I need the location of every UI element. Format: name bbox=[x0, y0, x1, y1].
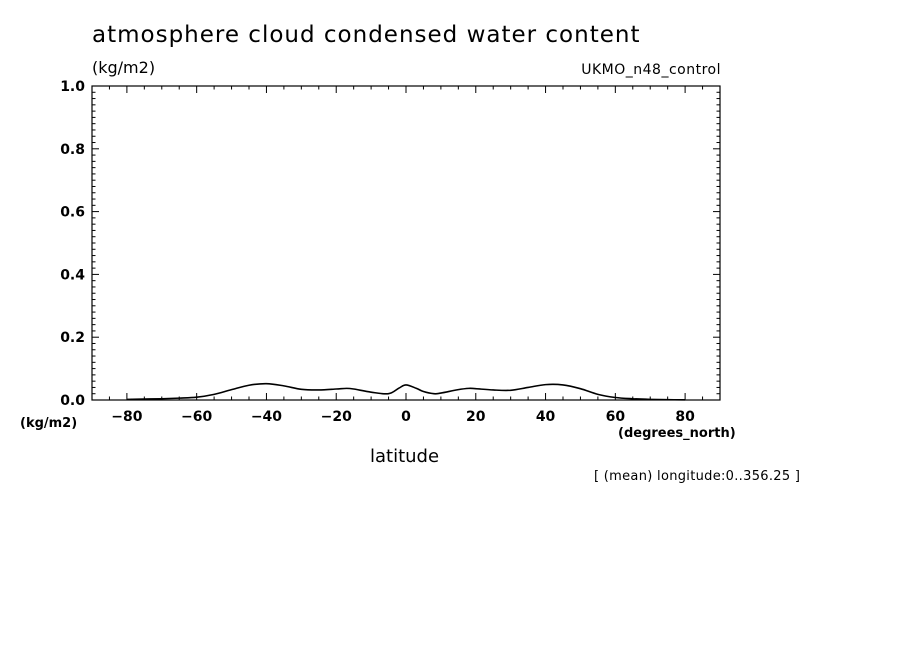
tick-marks bbox=[91, 85, 721, 401]
y-tick-label: 0.2 bbox=[60, 330, 85, 346]
y-axis-unit-bottom-label: (kg/m2) bbox=[20, 416, 78, 431]
y-tick-label: 1.0 bbox=[60, 79, 85, 95]
y-tick-label: 0.0 bbox=[60, 393, 85, 409]
x-tick-label: 0 bbox=[401, 409, 411, 425]
x-tick-label: −60 bbox=[181, 409, 212, 425]
plot-frame bbox=[91, 85, 721, 401]
x-tick-label: 80 bbox=[675, 409, 695, 425]
y-axis-unit-label: (kg/m2) bbox=[92, 58, 156, 77]
model-label: UKMO_n48_control bbox=[581, 62, 721, 78]
x-axis-label: latitude bbox=[370, 446, 440, 467]
x-tick-label: −40 bbox=[251, 409, 282, 425]
x-tick-label: −20 bbox=[321, 409, 352, 425]
y-tick-label: 0.4 bbox=[60, 267, 85, 283]
series-line bbox=[126, 382, 686, 401]
tick-labels: −80 −60 −40 −20 0 20 40 60 80 0.0 0.2 0.4 0.6 0.8 1.0 bbox=[60, 79, 695, 425]
x-tick-label: −80 bbox=[111, 409, 142, 425]
y-tick-label: 0.6 bbox=[60, 205, 85, 221]
chart-title: atmosphere cloud condensed water content bbox=[92, 22, 641, 48]
y-tick-label: 0.8 bbox=[60, 142, 85, 158]
x-tick-label: 20 bbox=[466, 409, 486, 425]
x-axis-unit-label: (degrees_north) bbox=[618, 426, 736, 441]
x-tick-label: 60 bbox=[606, 409, 626, 425]
x-tick-label: 40 bbox=[536, 409, 556, 425]
averaging-note: [ (mean) longitude:0..356.25 ] bbox=[594, 469, 801, 484]
